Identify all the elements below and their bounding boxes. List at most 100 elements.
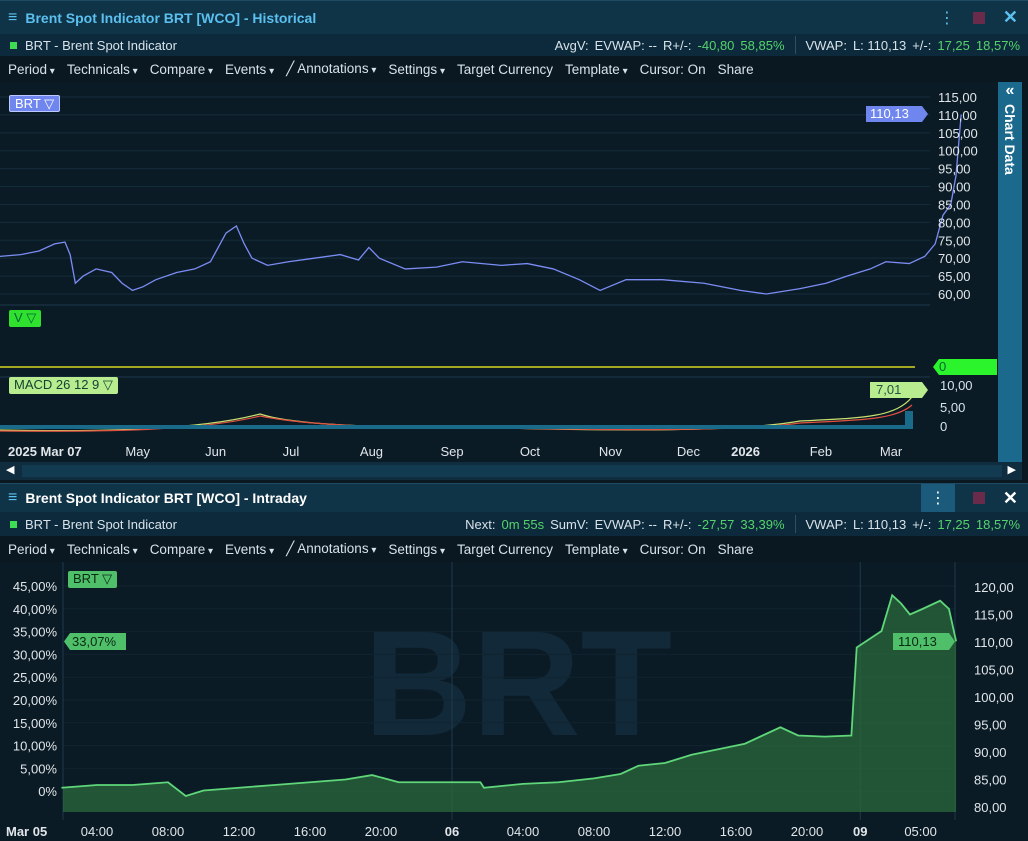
annotations-label: Annotations [297, 541, 376, 556]
target-currency-button[interactable]: Target Currency [456, 61, 554, 77]
period-menu[interactable]: Period [8, 62, 55, 77]
technicals-menu[interactable]: Technicals [67, 62, 138, 77]
legend-label: MACD 26 12 9 [14, 377, 100, 392]
y-tick-label: 70,00 [938, 251, 971, 266]
next-countdown: 0m 55s [501, 516, 545, 532]
y-tick-label: 75,00 [938, 233, 971, 248]
price-area [61, 595, 957, 812]
expand-icon[interactable]: « [1005, 82, 1015, 99]
cursor-toggle[interactable]: Cursor: On [639, 61, 706, 77]
y-tick-label: 85,00 [938, 197, 971, 212]
x-tick-label: Mar [880, 444, 903, 459]
technicals-menu[interactable]: Technicals [67, 542, 138, 557]
avgv-label: AvgV: [554, 37, 589, 53]
events-menu[interactable]: Events [225, 542, 274, 557]
scroll-right-icon[interactable]: ▶ [1007, 464, 1016, 476]
y-tick-label: 115,00 [938, 90, 977, 105]
watermark: BRT [364, 599, 672, 767]
x-tick-label: May [125, 444, 150, 459]
y-tick-label: 80,00 [974, 800, 1007, 815]
x-tick-label: 16:00 [720, 824, 753, 839]
horizontal-scrollbar[interactable]: ◀ ▶ [0, 462, 1022, 480]
y-tick-label: 90,00 [974, 745, 1007, 760]
menu-icon[interactable]: ≡ [8, 8, 18, 26]
historical-chart[interactable]: 115,00 110,00 105,00 100,00 95,00 90,00 85,00 8… [0, 82, 998, 462]
settings-menu[interactable]: Settings [388, 62, 445, 77]
change-label: +/-: [912, 37, 932, 53]
y-tick-label: 110,00 [974, 635, 1013, 650]
scroll-thumb[interactable] [22, 465, 1002, 477]
x-tick-label: Aug [360, 444, 383, 459]
y-tick-label: 65,00 [938, 269, 971, 284]
chart-data-side-panel[interactable]: « Chart Data [998, 82, 1022, 462]
panel-title: Brent Spot Indicator BRT [WCO] - Histori… [25, 9, 317, 26]
more-options-icon[interactable]: ⋮ [938, 9, 955, 27]
compare-menu[interactable]: Compare [150, 542, 213, 557]
vwap-label: VWAP: [805, 37, 847, 53]
intraday-chart[interactable]: BRT 120,00 115,00 110,00 105,00 100,00 95,00 9… [0, 562, 1028, 841]
chart-toolbar: Period Technicals Compare Events ╱ Annot… [0, 536, 1028, 562]
close-icon[interactable]: ✕ [1002, 487, 1018, 508]
pct-tick-label: 25,00% [13, 670, 58, 685]
y-tick-label: 120,00 [974, 580, 1014, 595]
series-color-icon [10, 520, 17, 528]
pct-tick-label: 30,00% [13, 647, 58, 662]
events-menu[interactable]: Events [225, 62, 274, 77]
pct-tick-label: 15,00% [13, 716, 58, 731]
template-menu[interactable]: Template [565, 542, 628, 557]
change-label: +/-: [912, 516, 932, 532]
y-tick-label: 90,00 [938, 180, 971, 195]
price-line [0, 114, 962, 295]
x-tick-label: 04:00 [81, 824, 114, 839]
historical-panel: ≡ Brent Spot Indicator BRT [WCO] - Histo… [0, 0, 1028, 483]
x-tick-label: Mar 05 [6, 824, 47, 839]
legend-macd[interactable]: MACD 26 12 9 ▽ [9, 377, 118, 394]
link-icon[interactable] [972, 11, 985, 24]
annotations-menu[interactable]: ╱ Annotations [286, 541, 376, 557]
pct-tick-label: 20,00% [13, 693, 58, 708]
link-icon[interactable] [972, 492, 985, 504]
y-tick-label: 105,00 [938, 126, 978, 141]
macd-histogram [0, 425, 912, 429]
legend-volume[interactable]: V ▽ [9, 310, 42, 327]
x-tick-label: 05:00 [904, 824, 937, 839]
x-tick-label: Feb [810, 444, 832, 459]
y-tick-label: 85,00 [974, 773, 1007, 788]
sumv-label: SumV: [550, 516, 589, 532]
chevron-down-icon: ▽ [26, 310, 37, 325]
share-button[interactable]: Share [717, 541, 754, 557]
chart-data-label: Chart Data [1002, 104, 1018, 175]
x-tick-label: Oct [520, 444, 541, 459]
x-tick-label: 06 [445, 824, 459, 839]
compare-menu[interactable]: Compare [150, 62, 213, 77]
macd-tag: 7,01 [870, 382, 928, 398]
pen-icon: ╱ [286, 541, 298, 556]
period-menu[interactable]: Period [8, 542, 55, 557]
range-abs: -40,80 [697, 37, 735, 53]
legend-brt[interactable]: BRT ▽ [68, 571, 118, 588]
y-tick-label: 105,00 [974, 663, 1014, 678]
close-icon[interactable]: ✕ [1002, 7, 1018, 27]
x-tick-label: Sep [440, 444, 463, 459]
menu-icon[interactable]: ≡ [8, 489, 18, 506]
template-menu[interactable]: Template [565, 62, 628, 77]
panel-title: Brent Spot Indicator BRT [WCO] - Intrada… [25, 490, 307, 506]
target-currency-button[interactable]: Target Currency [456, 541, 554, 557]
more-options-icon[interactable]: ⋮ [920, 484, 955, 512]
cursor-toggle[interactable]: Cursor: On [639, 541, 706, 557]
settings-menu[interactable]: Settings [388, 542, 445, 557]
scroll-left-icon[interactable]: ◀ [6, 464, 15, 476]
range-pct: 58,85% [740, 37, 785, 53]
x-tick-label: Dec [677, 444, 701, 459]
pct-tick-label: 40,00% [13, 602, 58, 617]
x-tick-label: Jun [205, 444, 226, 459]
macd-tick: 5,00 [940, 400, 966, 415]
macd-tick: 10,00 [940, 378, 973, 393]
x-tick-label: 12:00 [223, 824, 256, 839]
legend-brt[interactable]: BRT ▽ [9, 95, 61, 112]
share-button[interactable]: Share [717, 61, 754, 77]
historical-title-bar: ≡ Brent Spot Indicator BRT [WCO] - Histo… [0, 0, 1028, 34]
x-tick-label: 2026 [731, 444, 760, 459]
annotations-menu[interactable]: ╱ Annotations [286, 61, 376, 77]
instrument-info-bar: BRT - Brent Spot Indicator AvgV: EVWAP: … [0, 34, 1028, 56]
